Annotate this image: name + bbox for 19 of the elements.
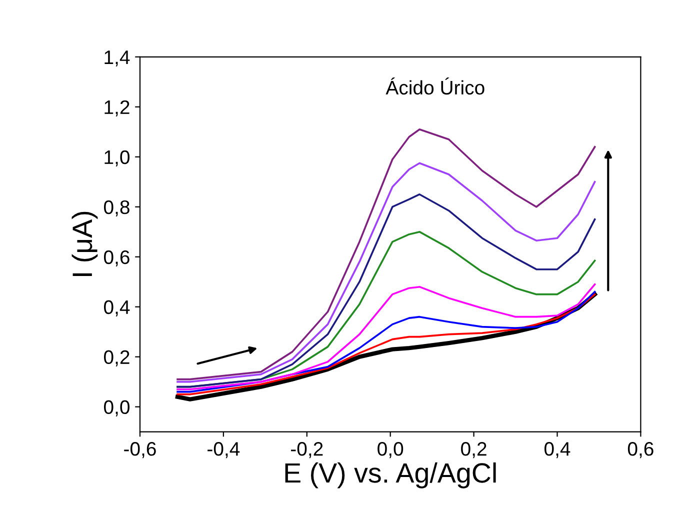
x-tick-label: -0,2	[291, 442, 323, 458]
y-tick-label: 0,2	[104, 350, 130, 366]
y-tick-label: 0,8	[104, 200, 130, 216]
y-tick-label: 0,0	[104, 400, 130, 416]
y-tick-label: 1,0	[104, 150, 130, 166]
x-tick-label: 0,4	[544, 442, 570, 458]
y-tick-label: 0,6	[104, 250, 130, 266]
y-tick-label: 1,4	[104, 50, 130, 66]
y-axis-title: I (μA)	[72, 212, 98, 276]
x-axis-title: E (V) vs. Ag/AgCl	[285, 462, 496, 488]
y-tick-label: 0,4	[104, 300, 130, 316]
x-tick-label: 0,6	[628, 442, 654, 458]
line-series	[176, 193, 596, 388]
x-tick-label: -0,6	[124, 442, 156, 458]
x-tick-label: 0,2	[461, 442, 486, 458]
x-tick-label: -0,4	[208, 442, 240, 458]
y-tick-label: 1,2	[104, 100, 130, 116]
x-tick-label: 0,0	[378, 442, 404, 458]
annotation: Ácido Úrico	[386, 78, 484, 95]
